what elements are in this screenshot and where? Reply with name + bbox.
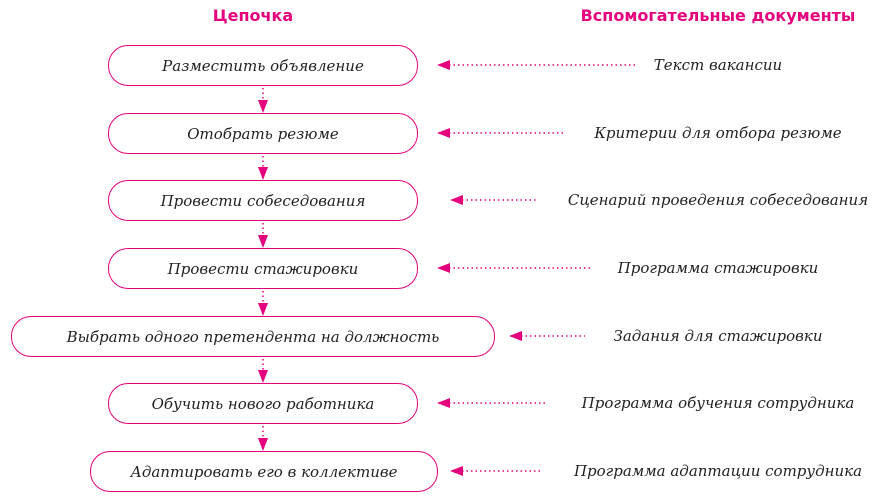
flow-arrowhead-icon	[258, 370, 268, 383]
doc-label: Программа обучения сотрудника	[581, 394, 855, 412]
step-box: Обучить нового работника	[108, 383, 418, 424]
doc-label: Задания для стажировки	[613, 327, 823, 345]
doc-arrowhead-icon	[450, 466, 463, 476]
flow-arrowhead-icon	[258, 303, 268, 316]
step-box: Адаптировать его в коллективе	[90, 451, 438, 492]
step-box: Выбрать одного претендента на должность	[11, 316, 495, 357]
doc-arrowhead-icon	[437, 263, 450, 273]
chain-header: Цепочка	[212, 6, 294, 25]
doc-arrowhead-icon	[437, 398, 450, 408]
doc-arrowhead-icon	[450, 195, 463, 205]
doc-arrowhead-icon	[509, 331, 522, 341]
doc-label: Программа стажировки	[617, 259, 819, 277]
flow-arrowhead-icon	[258, 100, 268, 113]
doc-label: Критерии для отбора резюме	[594, 124, 842, 142]
flow-arrowhead-icon	[258, 235, 268, 248]
step-box: Провести собеседования	[108, 180, 418, 221]
doc-arrowhead-icon	[437, 60, 450, 70]
step-box: Провести стажировки	[108, 248, 418, 289]
docs-header: Вспомогательные документы	[580, 6, 856, 25]
flow-arrowhead-icon	[258, 438, 268, 451]
flow-arrowhead-icon	[258, 167, 268, 180]
doc-label: Программа адаптации сотрудника	[573, 462, 863, 480]
doc-arrowhead-icon	[437, 128, 450, 138]
step-box: Отобрать резюме	[108, 113, 418, 154]
step-box: Разместить объявление	[108, 45, 418, 86]
doc-label: Сценарий проведения собеседования	[567, 191, 869, 209]
doc-label: Текст вакансии	[653, 56, 783, 74]
